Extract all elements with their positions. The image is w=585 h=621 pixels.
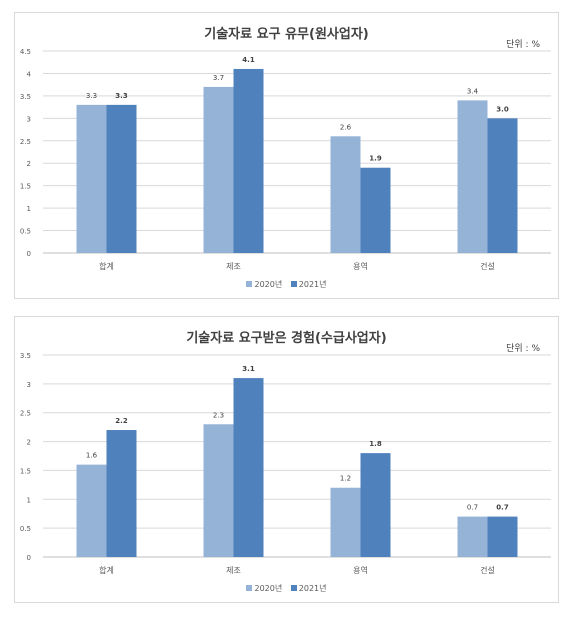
data-label: 0.7: [467, 504, 478, 512]
data-label: 3.3: [86, 92, 97, 100]
unit-label: 단위 : %: [506, 344, 540, 354]
bar-chart-plot: 0 0.5 1 1.5 2 2.5 3 3.5 1.6 2.2 합계 2.3 3.1 제조 1.2 1.8 용역…: [20, 352, 551, 575]
bar-2020-3: [457, 516, 488, 557]
y-tick-label: 0: [27, 554, 31, 562]
bar-chart-plot: 0 0.5 1 1.5 2 2.5 3 3.5 4 4.5 3.3 3.3 합계 3.7 4.1 제조 2.6 1…: [20, 48, 551, 271]
y-tick-label: 4: [27, 70, 32, 78]
legend-swatch-2020: [246, 585, 253, 591]
x-category-label: 건설: [480, 261, 495, 271]
x-category-label: 합계: [99, 565, 114, 575]
legend-swatch-2021: [290, 281, 297, 287]
legend-swatch-2020: [246, 281, 253, 287]
data-label: 4.1: [242, 56, 255, 64]
bar-2021-2: [360, 167, 391, 253]
data-label: 2.2: [115, 417, 128, 425]
y-tick-label: 2.5: [20, 410, 31, 418]
bar-2020-1: [203, 86, 234, 254]
bar-2020-0: [76, 104, 107, 253]
data-label: 3.3: [115, 92, 128, 100]
bar-2021-0: [106, 430, 137, 557]
chart-panel-technical-data-requested-experience: 기술자료 요구받은 경험(수급사업자) 단위 : % 0 0.5 1 1.5 2 2.5 3…: [14, 316, 559, 603]
chart-title: 기술자료 요구받은 경험(수급사업자): [186, 331, 387, 346]
x-category-label: 건설: [480, 565, 495, 575]
data-label: 2.3: [213, 411, 224, 419]
y-tick-label: 1: [27, 205, 31, 213]
y-tick-label: 3: [27, 381, 31, 389]
data-label: 1.2: [340, 475, 351, 483]
y-tick-label: 2.5: [20, 138, 31, 146]
bar-2021-0: [106, 104, 137, 253]
data-label: 0.7: [496, 504, 509, 512]
chart-legend: 2020년 2021년: [15, 279, 558, 290]
bar-2021-3: [487, 516, 518, 557]
chart-panel-technical-data-request: 기술자료 요구 유무(원사업자) 단위 : % 0 0.5 1 1.5 2 2.5 3 3.5…: [14, 12, 559, 299]
legend-label: 2020년: [254, 584, 283, 593]
y-tick-label: 1: [27, 496, 31, 504]
bar-2021-2: [360, 453, 391, 557]
bar-2020-2: [330, 136, 361, 253]
data-label: 2.6: [340, 123, 352, 131]
bar-2021-3: [487, 118, 518, 253]
y-tick-label: 1.5: [20, 183, 31, 191]
data-label: 1.6: [86, 452, 98, 460]
data-label: 3.0: [496, 105, 509, 113]
bar-2021-1: [233, 68, 264, 253]
y-tick-label: 3.5: [20, 93, 31, 101]
bar-2020-1: [203, 424, 234, 557]
x-category-label: 제조: [226, 566, 241, 575]
legend-label: 2021년: [298, 584, 327, 593]
unit-label: 단위 : %: [506, 40, 540, 50]
y-tick-label: 0.5: [20, 525, 31, 533]
chart-title: 기술자료 요구 유무(원사업자): [204, 27, 369, 42]
bar-2020-0: [76, 464, 107, 557]
bar-2020-2: [330, 487, 361, 557]
legend-item-2020: 2020년: [246, 279, 282, 290]
bar-2021-1: [233, 378, 264, 557]
legend-swatch-2021: [290, 585, 297, 591]
y-tick-label: 3: [27, 115, 31, 123]
legend-label: 2021년: [298, 280, 327, 289]
legend-label: 2020년: [254, 280, 283, 289]
y-tick-label: 0.5: [20, 228, 31, 236]
data-label: 3.7: [213, 74, 224, 82]
x-category-label: 용역: [353, 261, 368, 271]
legend-item-2021: 2021년: [290, 279, 327, 290]
y-tick-label: 4.5: [20, 48, 31, 56]
y-tick-label: 2: [27, 439, 31, 447]
bar-2020-3: [457, 100, 488, 253]
x-category-label: 제조: [226, 262, 241, 271]
data-label: 1.8: [369, 440, 382, 448]
y-tick-label: 2: [27, 160, 31, 168]
legend-item-2021: 2021년: [290, 583, 327, 594]
chart-legend: 2020년 2021년: [15, 583, 558, 594]
y-tick-label: 3.5: [20, 352, 31, 360]
data-label: 3.1: [242, 365, 255, 373]
data-label: 1.9: [369, 155, 382, 163]
legend-item-2020: 2020년: [246, 583, 282, 594]
y-tick-label: 1.5: [20, 467, 31, 475]
x-category-label: 용역: [353, 565, 368, 575]
y-tick-label: 0: [27, 250, 31, 258]
data-label: 3.4: [467, 87, 479, 95]
x-category-label: 합계: [99, 261, 114, 271]
